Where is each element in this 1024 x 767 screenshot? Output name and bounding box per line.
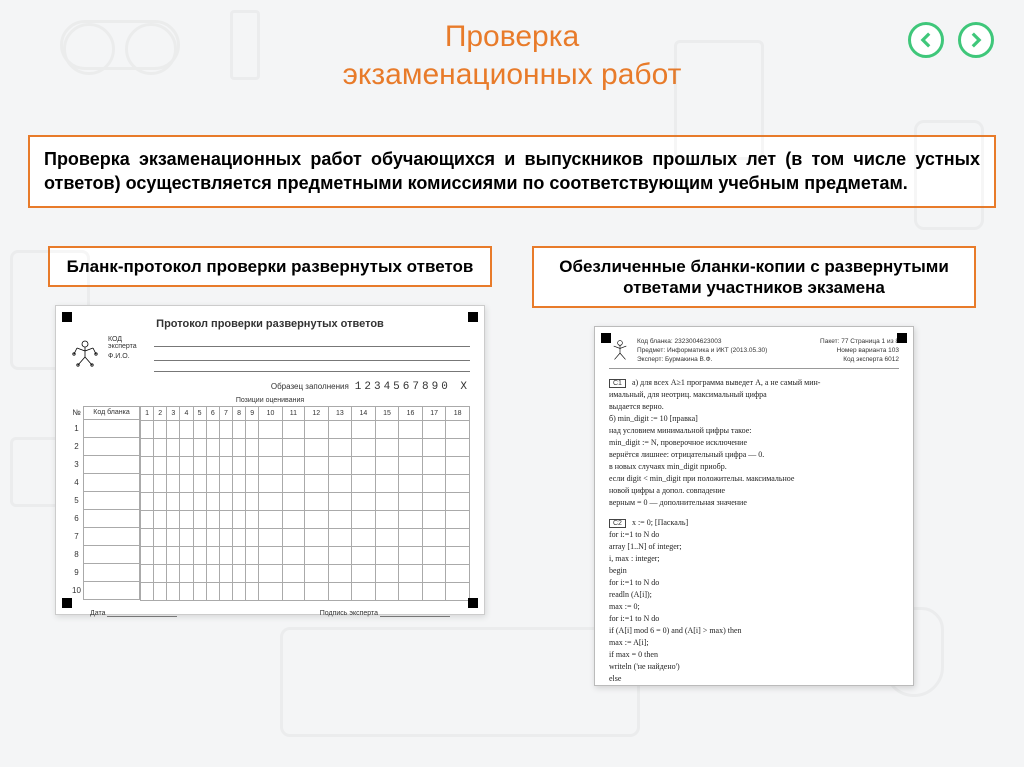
right-column: Обезличенные бланки-копии с развернутыми… [532, 246, 976, 687]
reg-mark [468, 598, 478, 608]
reg-mark [62, 598, 72, 608]
left-box-label: Бланк-протокол проверки развернутых отве… [48, 246, 492, 287]
left-column: Бланк-протокол проверки развернутых отве… [48, 246, 492, 615]
form-title: Протокол проверки развернутых ответов [70, 318, 470, 330]
sample-digits: 1234567890 X [355, 381, 470, 393]
grid-caption: Позиции оценивания [70, 397, 470, 404]
bg-decor [914, 120, 984, 230]
reg-mark [468, 312, 478, 322]
info-box: Проверка экзаменационных работ обучающих… [28, 135, 996, 208]
task-block: C2 x := 0; [Паскаль] for i:=1 to N do ar… [609, 517, 899, 686]
handwritten-answer: x := 0; [Паскаль] for i:=1 to N do array… [609, 518, 742, 686]
label-code: КОД эксперта [108, 336, 150, 350]
answer-scan: Код бланка: 2323004623003 Пакет: 77 Стран… [594, 326, 914, 686]
reg-mark [601, 333, 611, 343]
title-line1: Проверка [445, 20, 579, 53]
title-line2: экзаменационных работ [343, 58, 682, 91]
bg-decor [674, 40, 764, 160]
scan-fields: Код бланка: 2323004623003 Пакет: 77 Стран… [637, 337, 899, 364]
bg-decor [60, 20, 180, 70]
scan-expert: Эксперт: Бурмакина В.Ф. [637, 355, 712, 364]
head-fields: КОД эксперта Ф.И.О. [108, 336, 470, 375]
protocol-form: Протокол проверки развернутых ответов КО… [55, 305, 485, 615]
scan-body: C1 а) для всех A≥1 программа выведет A, … [609, 377, 899, 686]
footer-right-label: Подпись эксперта [320, 610, 378, 617]
scan-subject: Предмет: Информатика и ИКТ (2013.05.30) [637, 346, 767, 355]
reg-mark [897, 333, 907, 343]
grading-grid: №12345678910Код бланка123456789101112131… [70, 406, 470, 601]
bg-decor [230, 10, 260, 80]
form-header: КОД эксперта Ф.И.О. [70, 336, 470, 375]
task-block: C1 а) для всех A≥1 программа выведет A, … [609, 377, 899, 509]
scan-expert-code: Код эксперта 6012 [843, 355, 899, 364]
prev-button[interactable] [908, 22, 944, 58]
bg-decor [280, 627, 640, 737]
scan-variant: Номер варианта 103 [837, 346, 899, 355]
field-line [154, 353, 470, 361]
field-line [107, 609, 177, 617]
next-button[interactable] [958, 22, 994, 58]
field-line [380, 609, 450, 617]
form-footer: Дата Подпись эксперта [70, 609, 470, 617]
chevron-left-icon [918, 32, 934, 48]
right-box-label: Обезличенные бланки-копии с развернутыми… [532, 246, 976, 309]
columns: Бланк-протокол проверки развернутых отве… [48, 246, 976, 687]
handwritten-answer: а) для всех A≥1 программа выведет A, а н… [609, 378, 820, 507]
emblem-icon [70, 336, 100, 370]
field-line [154, 364, 470, 372]
scan-top-right: Пакет: 77 Страница 1 из 8 [820, 337, 899, 346]
field-line [154, 339, 470, 347]
footer-left-label: Дата [90, 610, 106, 617]
sample-label: Образец заполнения [271, 382, 349, 391]
emblem-icon [609, 337, 631, 363]
sample-row: Образец заполнения 1234567890 X [70, 381, 470, 393]
scan-barcode: Код бланка: 2323004623003 [637, 337, 722, 346]
reg-mark [62, 312, 72, 322]
slide-nav [908, 22, 994, 58]
task-number: C2 [609, 519, 626, 528]
scan-header: Код бланка: 2323004623003 Пакет: 77 Стран… [609, 337, 899, 369]
label-fio: Ф.И.О. [108, 353, 150, 360]
chevron-right-icon [968, 32, 984, 48]
task-number: C1 [609, 379, 626, 388]
